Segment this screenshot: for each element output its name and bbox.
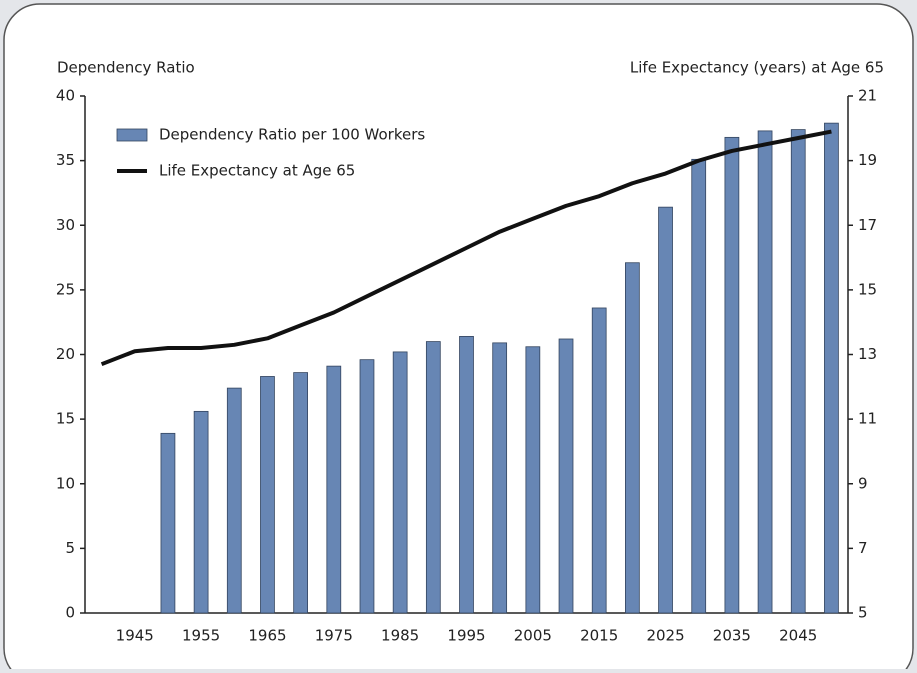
x-tick-label: 1985 bbox=[381, 627, 419, 645]
y2-tick-label: 19 bbox=[858, 151, 877, 169]
y-tick-label: 15 bbox=[56, 410, 75, 428]
line bbox=[100, 129, 832, 367]
y-tick-label: 35 bbox=[56, 151, 75, 169]
legend-label: Life Expectancy at Age 65 bbox=[159, 162, 355, 180]
bar bbox=[359, 359, 375, 614]
bar bbox=[790, 129, 806, 614]
bar bbox=[260, 376, 275, 614]
bar bbox=[459, 336, 474, 614]
bar bbox=[658, 206, 673, 614]
x-tick-label: 2035 bbox=[713, 627, 751, 645]
bar bbox=[425, 341, 441, 614]
bar bbox=[492, 342, 508, 614]
x-tick-label: 2045 bbox=[779, 627, 817, 645]
y2-tick-label: 9 bbox=[858, 474, 868, 492]
x-tick-label: 1995 bbox=[447, 627, 485, 645]
x-tick-label: 1975 bbox=[315, 627, 353, 645]
y-tick-label: 0 bbox=[65, 604, 75, 622]
y2-tick-label: 13 bbox=[858, 345, 877, 363]
panel bbox=[3, 3, 914, 673]
bar bbox=[558, 338, 574, 614]
y2-tick-label: 11 bbox=[858, 410, 877, 428]
bar bbox=[525, 346, 541, 614]
y2-tick-label: 7 bbox=[858, 539, 868, 557]
y-tick-label: 10 bbox=[56, 474, 75, 492]
x-tick-label: 1945 bbox=[116, 627, 154, 645]
y-tick-label: 25 bbox=[56, 280, 75, 298]
y2-tick-label: 15 bbox=[858, 280, 877, 298]
bar bbox=[724, 136, 740, 614]
bar bbox=[691, 158, 707, 614]
bar bbox=[193, 410, 209, 614]
bar bbox=[326, 365, 342, 614]
x-tick-label: 2005 bbox=[514, 627, 552, 645]
bar bbox=[591, 307, 607, 614]
x-tick-label: 2015 bbox=[580, 627, 618, 645]
bar bbox=[824, 122, 839, 614]
y2-tick-label: 17 bbox=[858, 216, 877, 234]
legend-swatch bbox=[116, 128, 148, 142]
y-tick-label: 30 bbox=[56, 216, 75, 234]
y-tick-label: 20 bbox=[56, 345, 75, 363]
x-tick-label: 1965 bbox=[248, 627, 286, 645]
bar bbox=[226, 387, 242, 614]
bar bbox=[625, 262, 640, 614]
bar bbox=[392, 351, 408, 614]
y-tick-label: 40 bbox=[56, 87, 75, 105]
bar bbox=[757, 130, 773, 614]
legend-label: Dependency Ratio per 100 Workers bbox=[159, 126, 425, 144]
bar bbox=[293, 372, 308, 614]
y-axis-title: Dependency Ratio bbox=[57, 59, 195, 77]
bar bbox=[160, 432, 176, 614]
y2-tick-label: 5 bbox=[858, 604, 868, 622]
y-tick-label: 5 bbox=[65, 539, 75, 557]
y2-axis-title: Life Expectancy (years) at Age 65 bbox=[630, 59, 884, 77]
x-tick-label: 2025 bbox=[646, 627, 684, 645]
x-tick-label: 1955 bbox=[182, 627, 220, 645]
y2-tick-label: 21 bbox=[858, 87, 877, 105]
